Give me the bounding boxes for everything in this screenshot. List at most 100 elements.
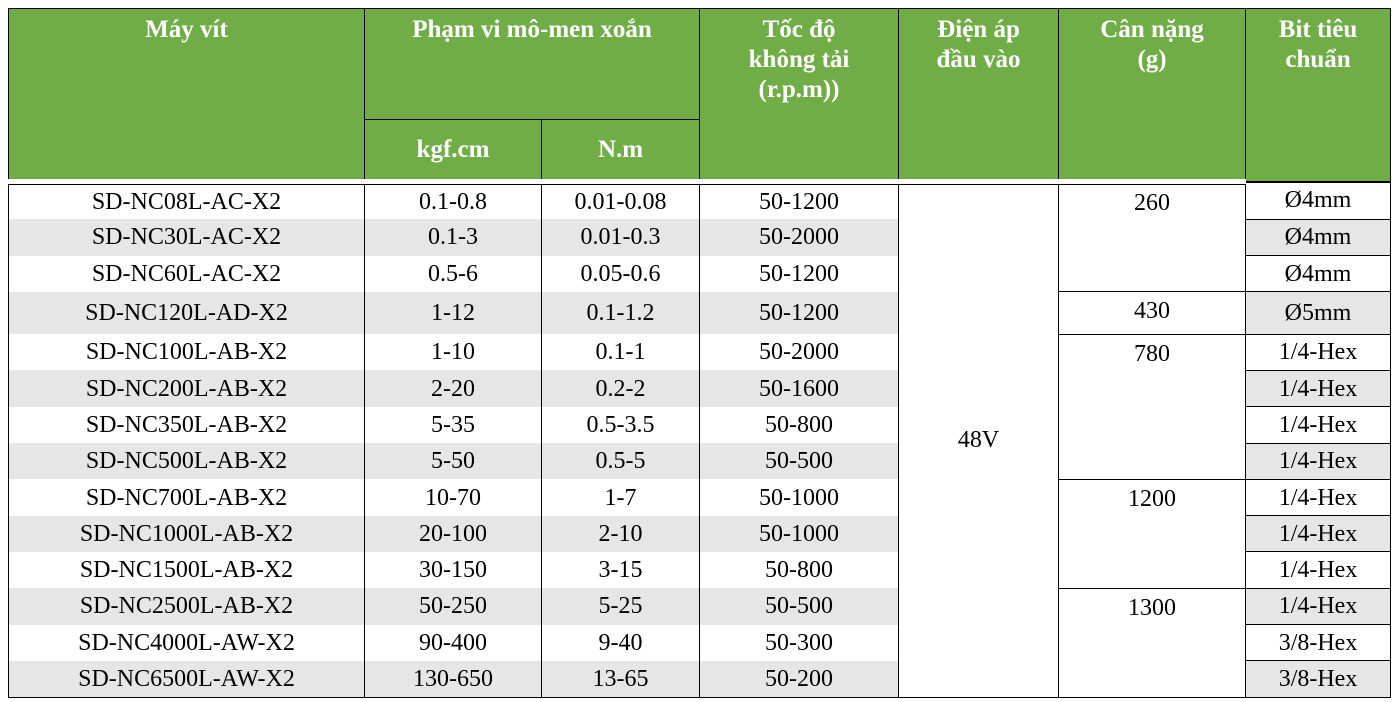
- table-cell: 1/4-Hex: [1245, 333, 1392, 371]
- table-row: SD-NC120L-AD-X2 1-12 0.1-1.2 50-1200 430 Ø5mm: [8, 291, 1392, 335]
- table-cell: SD-NC200L-AB-X2: [8, 370, 365, 407]
- table-cell: SD-NC4000L-AW-X2: [8, 624, 365, 661]
- header-cell: kgf.cm: [364, 119, 542, 182]
- header-cell: N.m: [540, 119, 701, 182]
- table-row: SD-NC30L-AC-X2 0.1-3 0.01-0.3 50-2000 Ø4mm: [8, 218, 1392, 256]
- table-cell: 50-800: [699, 406, 900, 444]
- table-cell: 50-1000: [699, 515, 900, 552]
- table-cell: 0.5-3.5: [540, 406, 701, 444]
- table-cell: Ø4mm: [1245, 218, 1392, 256]
- table-cell: 50-1600: [699, 370, 900, 407]
- table-cell: SD-NC1500L-AB-X2: [8, 551, 365, 589]
- table-cell: 30-150: [364, 551, 542, 589]
- table-cell: 0.01-0.3: [540, 219, 701, 256]
- table-cell: SD-NC2500L-AB-X2: [8, 588, 365, 625]
- table-cell: 1-7: [540, 479, 701, 516]
- table-cell: 50-2000: [699, 219, 900, 256]
- header-cell: Tốc độ không tải (r.p.m)): [699, 8, 900, 182]
- table-cell: 1/4-Hex: [1245, 515, 1392, 552]
- table-cell: SD-NC350L-AB-X2: [8, 406, 365, 444]
- table-cell: 0.5-6: [364, 255, 542, 292]
- table-cell: 0.1-1.2: [540, 291, 701, 335]
- table-row: SD-NC2500L-AB-X2 50-250 5-25 50-500 1300 1/4-…: [8, 587, 1392, 698]
- table-cell: 1300: [1058, 587, 1247, 698]
- table-cell: Ø5mm: [1245, 291, 1392, 335]
- header-cell: Cân nặng (g): [1058, 8, 1247, 182]
- table-cell: 3-15: [540, 551, 701, 589]
- table-body: SD-NC08L-AC-X2 0.1-0.8 0.01-0.08 50-1200 48V…: [8, 178, 1392, 698]
- table-cell: 90-400: [364, 624, 542, 661]
- table-cell: 50-500: [699, 443, 900, 480]
- table-row: SD-NC1000L-AB-X2 20-100 2-10 50-1000 1/4-Hex: [8, 515, 1392, 552]
- table-cell: 0.1-0.8: [364, 179, 542, 220]
- table-cell: 3/8-Hex: [1245, 660, 1392, 698]
- header-cell: Máy vít: [8, 8, 365, 182]
- table-cell: 3/8-Hex: [1245, 624, 1392, 661]
- table-cell: 260: [1058, 178, 1247, 293]
- table-cell: SD-NC100L-AB-X2: [8, 334, 365, 371]
- table-row: SD-NC500L-AB-X2 5-50 0.5-5 50-500 1/4-Hex: [8, 442, 1392, 480]
- table-cell: 2-10: [540, 515, 701, 552]
- table-cell: 0.1-1: [540, 334, 701, 371]
- table-cell: 130-650: [364, 660, 542, 698]
- table-cell: SD-NC08L-AC-X2: [8, 179, 365, 220]
- table-cell: Ø4mm: [1245, 181, 1392, 220]
- table-cell: SD-NC60L-AC-X2: [8, 255, 365, 292]
- table-cell: 1/4-Hex: [1245, 587, 1392, 625]
- table-cell: 780: [1058, 333, 1247, 480]
- table-cell: 1/4-Hex: [1245, 442, 1392, 480]
- table-row: SD-NC100L-AB-X2 1-10 0.1-1 50-2000 780 1/4-He…: [8, 333, 1392, 480]
- table-cell: 50-1200: [699, 179, 900, 220]
- table-cell: 50-1000: [699, 479, 900, 516]
- header-cell: Bit tiêu chuẩn: [1245, 8, 1392, 182]
- table-row: SD-NC700L-AB-X2 10-70 1-7 50-1000 1200 1/4-He…: [8, 478, 1392, 589]
- table-cell: 0.2-2: [540, 370, 701, 407]
- table-row: SD-NC60L-AC-X2 0.5-6 0.05-0.6 50-1200 Ø4mm: [8, 255, 1392, 292]
- table-cell: 0.01-0.08: [540, 179, 701, 220]
- table-cell: 20-100: [364, 515, 542, 552]
- table-row: SD-NC4000L-AW-X2 90-400 9-40 50-300 3/8-Hex: [8, 624, 1392, 661]
- table-cell: 2-20: [364, 370, 542, 407]
- table-cell: 5-25: [540, 588, 701, 625]
- table-cell: 0.5-5: [540, 443, 701, 480]
- spec-table: Máy vít Phạm vi mô-men xoắn Tốc độ không…: [8, 8, 1392, 698]
- table-cell: 1/4-Hex: [1245, 406, 1392, 444]
- table-cell: SD-NC1000L-AB-X2: [8, 515, 365, 552]
- table-cell: SD-NC500L-AB-X2: [8, 443, 365, 480]
- table-cell: 9-40: [540, 624, 701, 661]
- table-cell: Ø4mm: [1245, 255, 1392, 292]
- table-cell: 13-65: [540, 660, 701, 698]
- header-cell: Điện áp đầu vào: [898, 8, 1060, 182]
- table-row: SD-NC08L-AC-X2 0.1-0.8 0.01-0.08 50-1200 48V…: [8, 178, 1392, 698]
- table-row: SD-NC200L-AB-X2 2-20 0.2-2 50-1600 1/4-Hex: [8, 369, 1392, 407]
- table-cell: SD-NC6500L-AW-X2: [8, 660, 365, 698]
- table-cell: 50-500: [699, 588, 900, 625]
- table-cell: 50-2000: [699, 334, 900, 371]
- table-cell: 1-12: [364, 291, 542, 335]
- table-cell: 50-1200: [699, 291, 900, 335]
- table-cell: 5-50: [364, 443, 542, 480]
- table-cell: SD-NC120L-AD-X2: [8, 291, 365, 335]
- table-cell: 50-200: [699, 660, 900, 698]
- table-row: SD-NC6500L-AW-X2 130-650 13-65 50-200 3/8-He…: [8, 660, 1392, 698]
- table-cell: 50-800: [699, 551, 900, 589]
- table-cell: 430: [1058, 291, 1247, 335]
- table-cell: 50-250: [364, 588, 542, 625]
- table-cell: SD-NC30L-AC-X2: [8, 219, 365, 256]
- header-cell: Phạm vi mô-men xoắn: [363, 8, 701, 120]
- table-row: SD-NC1500L-AB-X2 30-150 3-15 50-800 1/4-Hex: [8, 551, 1392, 589]
- table-cell: 1200: [1058, 478, 1247, 589]
- table-cell: 0.05-0.6: [540, 255, 701, 292]
- table-cell: 1/4-Hex: [1245, 551, 1392, 589]
- table-cell: 1/4-Hex: [1245, 369, 1392, 407]
- table-cell: 50-300: [699, 624, 900, 661]
- table-cell: 10-70: [364, 479, 542, 516]
- table-cell: 1/4-Hex: [1245, 478, 1392, 516]
- table-cell: 50-1200: [699, 255, 900, 292]
- table-cell: 5-35: [364, 406, 542, 444]
- table-row: SD-NC350L-AB-X2 5-35 0.5-3.5 50-800 1/4-Hex: [8, 406, 1392, 444]
- table-cell: 1-10: [364, 334, 542, 371]
- table-cell: SD-NC700L-AB-X2: [8, 479, 365, 516]
- table-cell: 0.1-3: [364, 219, 542, 256]
